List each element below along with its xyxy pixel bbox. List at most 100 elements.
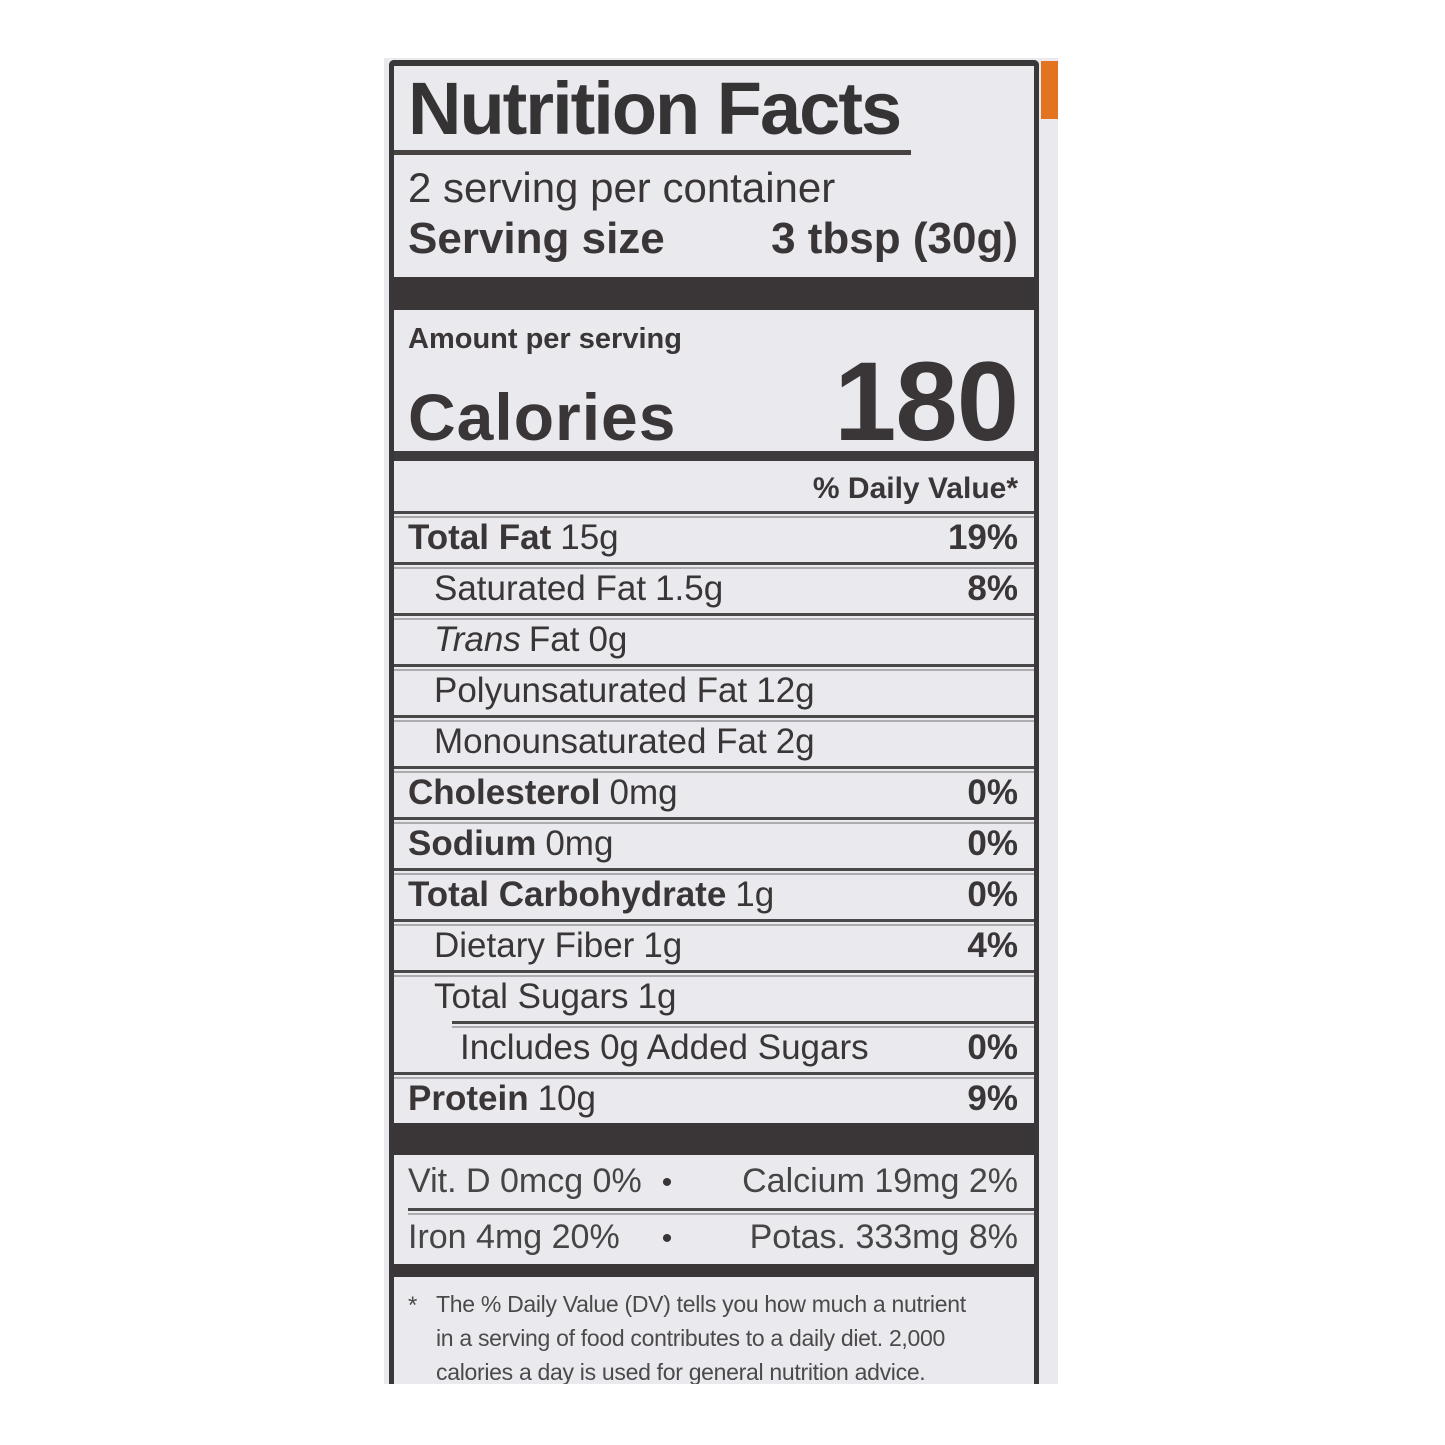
nutrient-row-saturated-fat: Saturated Fat 1.5g 8% (408, 565, 1018, 613)
nutrient-amount: 0mg (609, 773, 678, 812)
row-separator (394, 766, 1034, 773)
footnote-line: calories a day is used for general nutri… (436, 1359, 926, 1384)
micronutrient-left: Vit. D 0mcg 0% (408, 1162, 642, 1200)
bullet-separator-icon: • (661, 1166, 673, 1199)
nutrient-dv: 0% (967, 773, 1018, 812)
nutrient-row-monounsaturated-fat: Monounsaturated Fat 2g (408, 718, 1018, 766)
calories-label: Calories (408, 380, 677, 454)
nutrient-amount: 1g (643, 926, 683, 965)
serving-size-label: Serving size (408, 214, 665, 263)
micronutrient-row-iron-potassium: Iron 4mg 20% • Potas. 333mg 8% (408, 1211, 1018, 1264)
nutrient-name: Cholesterol (408, 773, 601, 812)
nutrient-name-amount: Polyunsaturated Fat 12g (408, 673, 815, 709)
nutrient-dv: 4% (967, 926, 1018, 965)
nutrient-name-amount: Dietary Fiber 1g (408, 928, 682, 964)
label-title: Nutrition Facts (408, 67, 902, 150)
nutrient-amount: 0mg (545, 824, 614, 863)
nutrient-row-dietary-fiber: Dietary Fiber 1g 4% (408, 922, 1018, 970)
nutrient-amount: 1.5g (655, 569, 724, 608)
nutrient-dv: 9% (967, 1079, 1018, 1118)
calories-rule (394, 451, 1034, 461)
row-separator (394, 664, 1034, 671)
nutrient-dv: 19% (947, 518, 1018, 557)
row-separator (408, 1208, 1034, 1215)
calories-row: Calories 180 (408, 339, 1019, 464)
row-separator (394, 613, 1034, 620)
row-separator (394, 817, 1034, 824)
nutrient-dv: 0% (967, 875, 1018, 914)
nutrient-row-polyunsaturated-fat: Polyunsaturated Fat 12g (408, 667, 1018, 715)
nutrient-name: Dietary Fiber (434, 926, 635, 965)
thick-divider-bar-bottom (394, 1264, 1034, 1277)
nutrient-row-total-fat: Total Fat 15g 19% (408, 514, 1018, 562)
nutrient-name-amount: Sodium 0mg (408, 826, 613, 862)
nutrient-amount: 1g (735, 875, 775, 914)
nutrient-amount: 1g (637, 977, 677, 1016)
nutrient-name: Total Carbohydrate (408, 875, 727, 914)
nutrient-name-italic: Trans (434, 620, 521, 659)
nutrient-row-cholesterol: Cholesterol 0mg 0% (408, 769, 1018, 817)
nutrient-row-added-sugars: Includes 0g Added Sugars 0% (408, 1024, 1018, 1072)
row-separator-indented (452, 1021, 1034, 1028)
nutrient-row-sodium: Sodium 0mg 0% (408, 820, 1018, 868)
nutrient-name: Protein (408, 1079, 529, 1118)
nutrient-row-total-carbohydrate: Total Carbohydrate 1g 0% (408, 871, 1018, 919)
micronutrient-right: Calcium 19mg 2% (742, 1162, 1018, 1200)
title-rule (394, 150, 911, 155)
nutrient-name-amount: Total Sugars 1g (408, 979, 677, 1015)
row-separator (394, 919, 1034, 926)
nutrient-name: Saturated Fat (434, 569, 647, 608)
servings-per-container: 2 serving per container (408, 164, 836, 211)
nutrient-name-amount: Saturated Fat 1.5g (408, 571, 723, 607)
amount-per-serving-label: Amount per serving (408, 323, 682, 355)
row-separator (394, 970, 1034, 977)
nutrient-name-amount: Protein 10g (408, 1081, 596, 1117)
micronutrient-left: Iron 4mg 20% (408, 1218, 620, 1256)
nutrient-amount: 10g (537, 1079, 596, 1118)
nutrient-name-amount: Total Carbohydrate 1g (408, 877, 774, 913)
nutrient-name: Fat (528, 620, 580, 659)
nutrient-name: Sodium (408, 824, 537, 863)
nutrient-dv: 0% (967, 1028, 1018, 1067)
nutrient-row-protein: Protein 10g 9% (408, 1075, 1018, 1123)
footnote-line: The % Daily Value (DV) tells you how muc… (436, 1291, 966, 1317)
nutrient-dv: 0% (967, 824, 1018, 863)
nutrient-amount: 15g (560, 518, 619, 557)
thick-divider-bar-middle (394, 1123, 1034, 1155)
nutrient-name: Total Sugars (434, 977, 629, 1016)
serving-size-row: Serving size 3 tbsp (30g) (408, 213, 1018, 265)
footnote-marker: * (408, 1292, 418, 1319)
nutrient-name: Includes 0g Added Sugars (460, 1028, 869, 1067)
nutrient-row-total-sugars: Total Sugars 1g (408, 973, 1018, 1021)
serving-size-value: 3 tbsp (30g) (771, 214, 1018, 263)
nutrient-amount: 0g (588, 620, 628, 659)
row-separator (394, 868, 1034, 875)
package-accent-strip (1041, 61, 1058, 119)
calories-value: 180 (834, 339, 1019, 464)
footnote-line: in a serving of food contributes to a da… (436, 1325, 945, 1351)
nutrient-name-amount: Total Fat 15g (408, 520, 619, 556)
nutrient-dv: 8% (967, 569, 1018, 608)
label-photo-area: Nutrition Facts 2 serving per container … (384, 58, 1058, 1384)
daily-value-rule (394, 511, 1034, 518)
footnote: * The % Daily Value (DV) tells you how m… (408, 1287, 1018, 1384)
nutrient-name-amount: Trans Fat 0g (408, 622, 627, 658)
micronutrient-row-vitd-calcium: Vit. D 0mcg 0% • Calcium 19mg 2% (408, 1155, 1018, 1208)
nutrient-name: Monounsaturated Fat (434, 722, 767, 761)
nutrient-name-amount: Monounsaturated Fat 2g (408, 724, 815, 760)
nutrient-name-amount: Cholesterol 0mg (408, 775, 678, 811)
nutrient-row-trans-fat: Trans Fat 0g (408, 616, 1018, 664)
thick-divider-bar-top (394, 277, 1034, 310)
micronutrient-right: Potas. 333mg 8% (749, 1218, 1018, 1256)
nutrient-amount: 2g (775, 722, 815, 761)
footnote-text: The % Daily Value (DV) tells you how muc… (436, 1287, 966, 1384)
row-separator (394, 1072, 1034, 1079)
nutrient-amount: 12g (756, 671, 815, 710)
nutrition-facts-label: Nutrition Facts 2 serving per container … (389, 60, 1039, 1384)
nutrient-name: Total Fat (408, 518, 552, 557)
row-separator (394, 715, 1034, 722)
nutrient-name: Polyunsaturated Fat (434, 671, 748, 710)
nutrient-name-amount: Includes 0g Added Sugars (408, 1030, 869, 1066)
daily-value-header: % Daily Value* (812, 472, 1018, 505)
